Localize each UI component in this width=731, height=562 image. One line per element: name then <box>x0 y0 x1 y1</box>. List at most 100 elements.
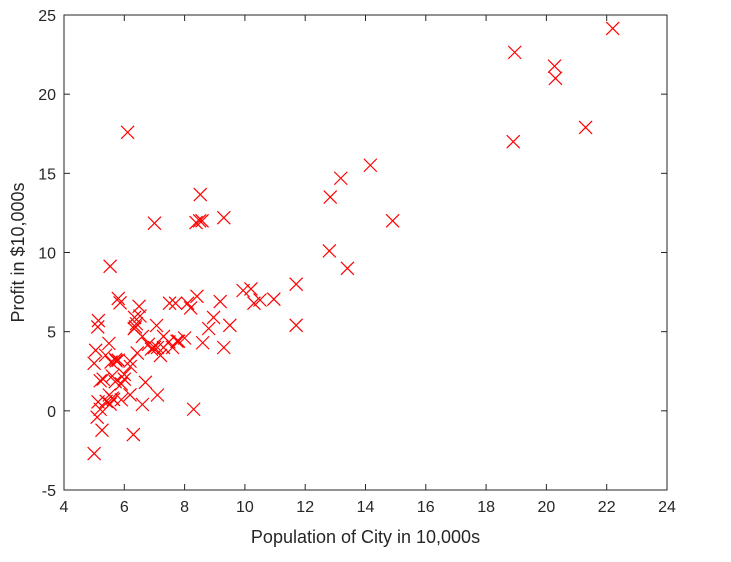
x-tick-label: 22 <box>598 499 616 516</box>
data-point-x-marker <box>141 337 156 352</box>
data-point-x-marker <box>156 340 171 355</box>
data-point-x-marker <box>605 21 620 36</box>
y-tick-label: 25 <box>38 8 56 25</box>
data-point-x-marker <box>90 319 105 334</box>
data-point-x-marker <box>111 291 126 306</box>
data-point-x-marker <box>105 369 120 383</box>
data-point-x-marker <box>123 387 137 402</box>
data-point-x-marker <box>186 402 201 417</box>
data-point-x-marker <box>117 367 132 382</box>
data-point-x-marker <box>193 187 208 202</box>
data-point-x-marker <box>126 427 141 442</box>
data-point-x-marker <box>90 410 105 425</box>
data-point-x-marker <box>192 213 207 228</box>
data-point-x-marker <box>385 213 400 228</box>
plot-frame <box>63 14 668 491</box>
data-point-x-marker <box>135 397 150 412</box>
x-axis-ticks: 4 6 8 10 12 14 16 18 20 22 24 <box>60 15 676 516</box>
data-point-x-marker <box>266 292 281 307</box>
data-point-x-marker <box>117 372 132 387</box>
data-point-x-marker <box>333 171 348 186</box>
data-point-x-marker <box>162 296 177 311</box>
data-point-x-marker <box>96 372 111 387</box>
data-point-x-marker <box>123 354 137 369</box>
plot-area <box>64 15 667 490</box>
data-point-x-marker <box>114 392 129 407</box>
y-tick-label: 10 <box>38 246 56 263</box>
data-point-x-marker <box>289 277 304 292</box>
data-point-x-marker <box>222 318 237 333</box>
data-point-x-marker <box>95 423 109 438</box>
data-point-x-marker <box>322 243 337 258</box>
data-point-x-marker <box>113 295 128 310</box>
data-point-x-marker <box>363 158 378 173</box>
data-point-x-marker <box>147 216 162 231</box>
x-tick-label: 24 <box>658 499 676 516</box>
data-point-x-marker <box>120 125 135 140</box>
data-point-x-marker <box>99 394 114 409</box>
data-point-x-marker <box>180 296 195 311</box>
data-point-x-marker <box>133 309 147 323</box>
data-point-x-marker <box>206 310 221 325</box>
x-tick-label: 20 <box>538 499 556 516</box>
data-point-x-marker <box>201 321 216 336</box>
data-point-x-marker <box>189 215 203 230</box>
data-point-x-marker <box>135 329 150 344</box>
data-point-x-marker <box>103 259 118 274</box>
data-point-x-marker <box>247 296 261 311</box>
data-point-x-marker <box>578 120 593 135</box>
data-point-x-marker <box>168 296 183 311</box>
data-point-x-marker <box>244 281 258 296</box>
data-point-x-marker <box>123 359 138 374</box>
data-point-x-marker <box>177 331 192 345</box>
data-point-x-marker <box>183 300 198 315</box>
data-point-x-marker <box>88 343 103 358</box>
y-tick-label: 0 <box>47 404 56 421</box>
x-axis-label: Population of City in 10,000s <box>251 527 480 547</box>
data-point-x-marker <box>289 318 304 333</box>
x-tick-label: 18 <box>477 499 495 516</box>
data-point-x-marker <box>149 318 164 333</box>
x-tick-label: 12 <box>296 499 314 516</box>
x-tick-label: 6 <box>120 499 129 516</box>
data-point-x-marker <box>129 316 144 331</box>
y-tick-label: 15 <box>38 166 56 183</box>
data-point-x-marker <box>150 388 165 402</box>
data-point-x-marker <box>101 336 116 351</box>
data-point-x-marker <box>548 71 563 86</box>
x-tick-label: 8 <box>180 499 189 516</box>
data-point-x-marker <box>93 373 108 388</box>
data-point-x-marker <box>216 210 231 225</box>
data-point-x-marker <box>190 289 204 304</box>
data-point-x-marker <box>109 353 124 368</box>
x-tick-label: 14 <box>357 499 375 516</box>
data-point-x-marker <box>153 348 168 363</box>
data-point-x-marker <box>150 340 165 355</box>
y-tick-label: -5 <box>42 483 56 500</box>
data-point-x-marker <box>138 375 153 390</box>
data-point-x-marker <box>213 294 228 309</box>
data-point-x-marker <box>547 59 562 74</box>
data-point-x-marker <box>195 335 210 350</box>
y-axis-ticks: -5 0 5 10 15 20 25 <box>38 8 667 500</box>
data-point-x-marker <box>216 340 231 355</box>
x-tick-label: 16 <box>417 499 435 516</box>
y-axis-label: Profit in $10,000s <box>8 182 28 322</box>
data-point-x-marker <box>93 402 108 417</box>
data-point-x-marker <box>506 134 521 149</box>
data-point-x-marker <box>114 376 129 391</box>
data-point-x-marker <box>170 334 184 349</box>
y-tick-label: 20 <box>38 87 56 104</box>
data-point-x-marker <box>98 348 113 363</box>
x-tick-label: 4 <box>60 499 69 516</box>
y-tick-label: 5 <box>47 325 56 342</box>
data-point-x-marker <box>507 45 522 60</box>
data-point-x-marker <box>87 446 102 461</box>
data-point-x-marker <box>91 313 106 328</box>
data-point-x-marker <box>323 190 338 205</box>
data-point-x-marker <box>144 342 159 357</box>
data-point-x-marker <box>87 356 102 371</box>
data-markers <box>87 21 620 461</box>
data-point-x-marker <box>195 213 210 228</box>
